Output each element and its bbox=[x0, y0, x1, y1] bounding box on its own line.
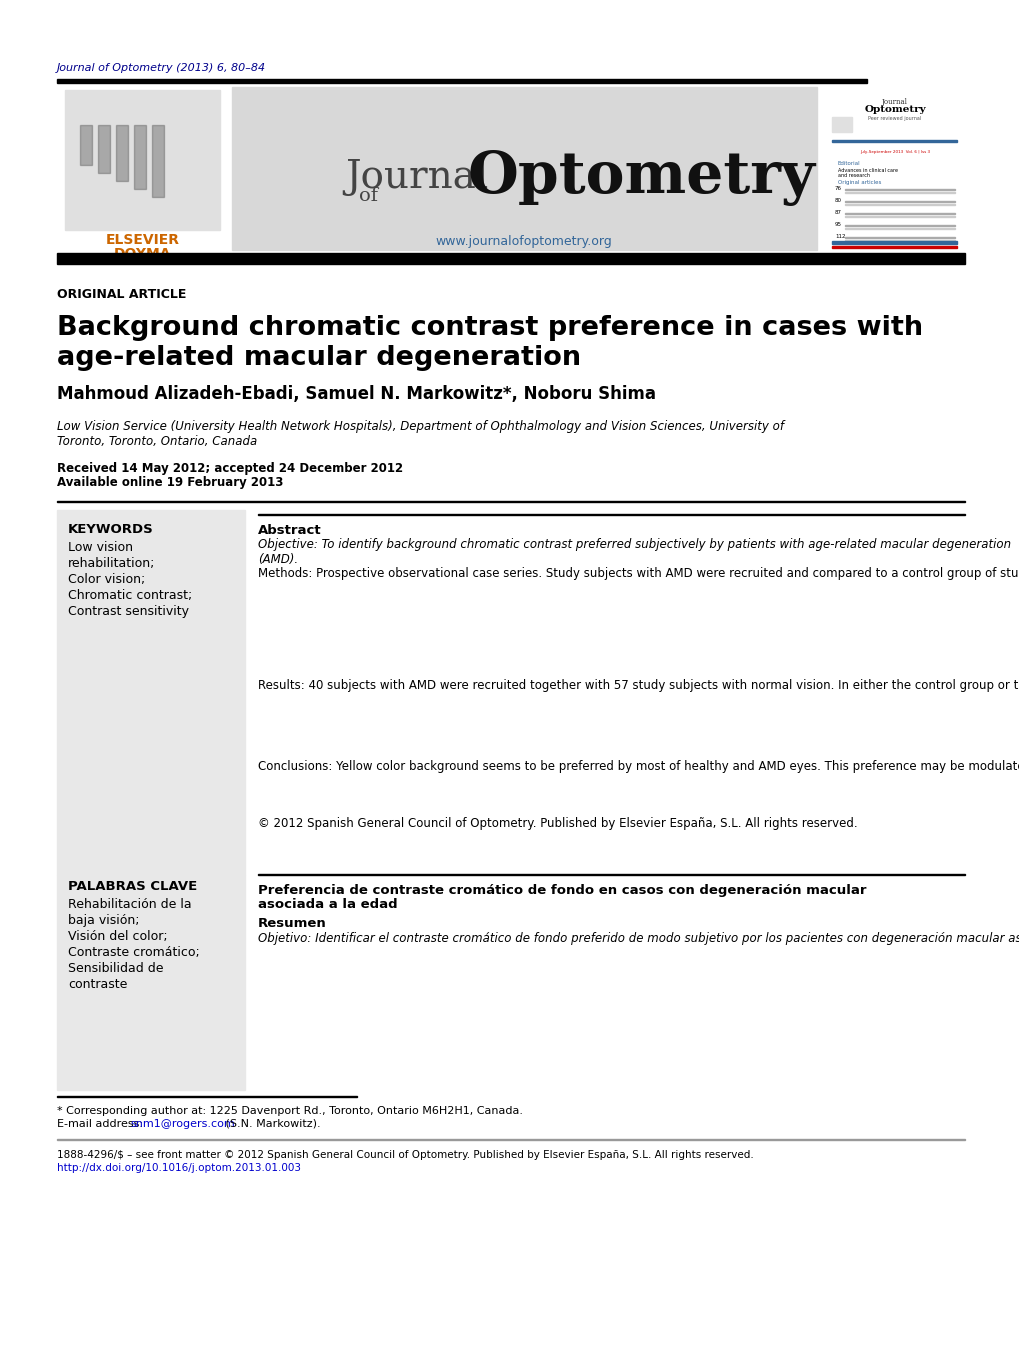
Text: Peer reviewed journal: Peer reviewed journal bbox=[867, 116, 921, 122]
Text: Rehabilitación de la: Rehabilitación de la bbox=[68, 898, 192, 911]
Text: 87: 87 bbox=[835, 209, 841, 215]
Text: Journal of Optometry (2013) 6, 80–84: Journal of Optometry (2013) 6, 80–84 bbox=[57, 63, 266, 73]
Text: age-related macular degeneration: age-related macular degeneration bbox=[57, 345, 581, 372]
Text: Mahmoud Alizadeh-Ebadi, Samuel N. Markowitz*, Noboru Shima: Mahmoud Alizadeh-Ebadi, Samuel N. Markow… bbox=[57, 385, 655, 403]
Text: Available online 19 February 2013: Available online 19 February 2013 bbox=[57, 476, 283, 489]
Text: of: of bbox=[359, 186, 378, 205]
Bar bbox=[844, 189, 954, 190]
Text: Preferencia de contraste cromático de fondo en casos con degeneración macular: Preferencia de contraste cromático de fo… bbox=[258, 884, 866, 897]
Text: Color vision;: Color vision; bbox=[68, 573, 145, 586]
Text: Results: 40 subjects with AMD were recruited together with 57 study subjects wit: Results: 40 subjects with AMD were recru… bbox=[258, 680, 1019, 692]
Text: Journal: Journal bbox=[344, 159, 488, 196]
Text: KEYWORDS: KEYWORDS bbox=[68, 523, 154, 536]
Text: Visión del color;: Visión del color; bbox=[68, 929, 167, 943]
Bar bbox=[57, 253, 964, 263]
Bar bbox=[57, 78, 866, 82]
Text: 80: 80 bbox=[835, 199, 841, 203]
Text: Optometry: Optometry bbox=[863, 105, 925, 113]
Text: Resumen: Resumen bbox=[258, 917, 326, 929]
Bar bbox=[57, 500, 964, 503]
Text: rehabilitation;: rehabilitation; bbox=[68, 557, 155, 570]
Text: asociada a la edad: asociada a la edad bbox=[258, 898, 397, 911]
Text: Toronto, Toronto, Ontario, Canada: Toronto, Toronto, Ontario, Canada bbox=[57, 435, 257, 449]
Text: 112: 112 bbox=[835, 234, 845, 239]
Text: Original articles: Original articles bbox=[838, 180, 880, 185]
Text: Low vision: Low vision bbox=[68, 540, 132, 554]
Text: (S.N. Markowitz).: (S.N. Markowitz). bbox=[222, 1119, 320, 1129]
Bar bbox=[98, 126, 110, 173]
Bar bbox=[824, 86, 964, 249]
Text: 1888-4296/$ – see front matter © 2012 Spanish General Council of Optometry. Publ: 1888-4296/$ – see front matter © 2012 Sp… bbox=[57, 1150, 753, 1161]
Text: www.journalofoptometry.org: www.journalofoptometry.org bbox=[435, 235, 611, 249]
Bar bbox=[133, 126, 146, 189]
Bar bbox=[57, 875, 245, 1090]
Text: Methods: Prospective observational case series. Study subjects with AMD were rec: Methods: Prospective observational case … bbox=[258, 567, 1019, 580]
Text: Chromatic contrast;: Chromatic contrast; bbox=[68, 589, 192, 603]
Bar bbox=[79, 126, 92, 165]
Text: Journal: Journal bbox=[881, 99, 907, 105]
Bar bbox=[57, 509, 245, 875]
Bar bbox=[844, 224, 954, 226]
Bar bbox=[832, 240, 956, 245]
Text: Contrast sensitivity: Contrast sensitivity bbox=[68, 605, 189, 617]
Text: 95: 95 bbox=[835, 222, 841, 227]
Text: Optometry: Optometry bbox=[468, 150, 815, 205]
Text: contraste: contraste bbox=[68, 978, 127, 992]
Text: Conclusions: Yellow color background seems to be preferred by most of healthy an: Conclusions: Yellow color background see… bbox=[258, 761, 1019, 773]
Text: © 2012 Spanish General Council of Optometry. Published by Elsevier España, S.L. : © 2012 Spanish General Council of Optome… bbox=[258, 817, 857, 830]
Bar bbox=[65, 91, 220, 230]
Bar bbox=[832, 118, 851, 132]
Text: baja visión;: baja visión; bbox=[68, 915, 140, 927]
Text: 76: 76 bbox=[835, 186, 841, 190]
Text: Low Vision Service (University Health Network Hospitals), Department of Ophthalm: Low Vision Service (University Health Ne… bbox=[57, 420, 784, 434]
Bar bbox=[152, 126, 164, 197]
Text: ORIGINAL ARTICLE: ORIGINAL ARTICLE bbox=[57, 288, 186, 301]
Text: E-mail address:: E-mail address: bbox=[57, 1119, 147, 1129]
Bar bbox=[844, 212, 954, 213]
Bar bbox=[116, 126, 127, 181]
Text: ELSEVIER: ELSEVIER bbox=[106, 232, 179, 247]
Bar bbox=[832, 246, 956, 249]
Text: July-September 2013  Vol. 6 | Iss 3: July-September 2013 Vol. 6 | Iss 3 bbox=[859, 150, 929, 154]
Text: http://dx.doi.org/10.1016/j.optom.2013.01.003: http://dx.doi.org/10.1016/j.optom.2013.0… bbox=[57, 1163, 301, 1173]
Text: Editorial: Editorial bbox=[838, 161, 860, 166]
Text: and research: and research bbox=[838, 173, 869, 178]
Bar bbox=[844, 200, 954, 203]
Text: Objetivo: Identificar el contraste cromático de fondo preferido de modo subjetiv: Objetivo: Identificar el contraste cromá… bbox=[258, 932, 1019, 944]
Text: Sensibilidad de: Sensibilidad de bbox=[68, 962, 163, 975]
Text: Objective: To identify background chromatic contrast preferred subjectively by p: Objective: To identify background chroma… bbox=[258, 538, 1010, 566]
Bar bbox=[231, 86, 816, 250]
Text: Background chromatic contrast preference in cases with: Background chromatic contrast preference… bbox=[57, 315, 922, 340]
Bar bbox=[57, 86, 231, 250]
Bar bbox=[844, 236, 954, 238]
Text: Received 14 May 2012; accepted 24 December 2012: Received 14 May 2012; accepted 24 Decemb… bbox=[57, 462, 403, 476]
Text: Advances in clinical care: Advances in clinical care bbox=[838, 168, 897, 173]
Text: Contraste cromático;: Contraste cromático; bbox=[68, 946, 200, 959]
Text: PALABRAS CLAVE: PALABRAS CLAVE bbox=[68, 880, 197, 893]
Text: * Corresponding author at: 1225 Davenport Rd., Toronto, Ontario M6H2H1, Canada.: * Corresponding author at: 1225 Davenpor… bbox=[57, 1106, 523, 1116]
Text: DOYMA: DOYMA bbox=[114, 247, 171, 261]
Text: snm1@rogers.com: snm1@rogers.com bbox=[129, 1119, 234, 1129]
Text: Abstract: Abstract bbox=[258, 524, 321, 536]
Bar bbox=[832, 139, 956, 142]
